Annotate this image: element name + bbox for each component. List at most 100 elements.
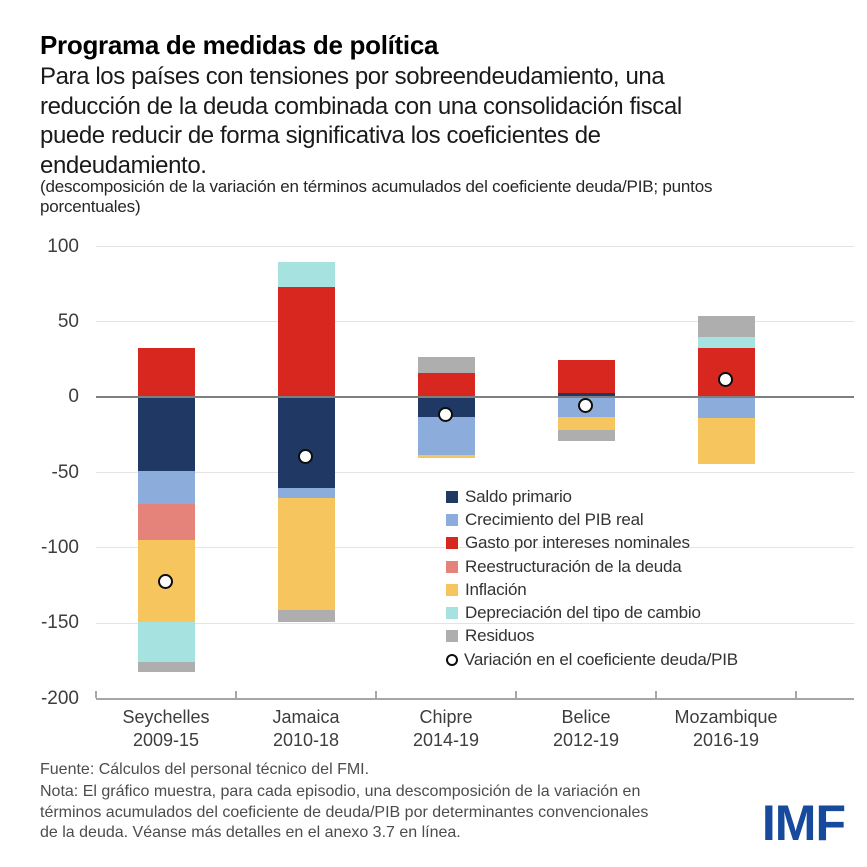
subtitle-line: puede reducir de forma significativa los… [40,122,601,149]
total-change-marker [717,372,733,388]
legend-swatch [446,490,458,503]
category-period: 2010-18 [272,730,340,750]
total-change-marker [157,574,173,590]
legend-item: Depreciación del tipo de cambio [446,601,738,624]
legend-label: Crecimiento del PIB real [465,509,644,529]
bar-segment-mozambique [697,397,755,419]
footer-note-line: términos acumulados del coeficiente de d… [40,803,649,821]
category-period: 2016-19 [692,730,760,750]
y-axis-tick-label: -50 [51,461,79,483]
legend-item: Crecimiento del PIB real [446,508,738,531]
bar-segment-seychelles [137,347,195,398]
bar-segment-seychelles [137,621,195,663]
category-name: Chipre [419,707,473,727]
bar-segment-jamaica [277,609,335,622]
legend-item: Saldo primario [446,485,738,508]
legend-item: Inflación [446,578,738,601]
bar-segment-mozambique [697,337,755,348]
chart-subtitle: Para los países con tensiones por sobree… [40,62,682,180]
category-name: Belice [561,707,611,727]
bar-segment-seychelles [137,504,195,541]
bar-segment-jamaica [277,487,335,499]
bar-segment-chipre [417,356,475,374]
bar-segment-seychelles [137,471,195,505]
bar-segment-jamaica [277,287,335,398]
legend-label: Inflación [465,579,527,599]
total-change-marker [437,407,453,423]
y-axis-tick-label: 50 [57,310,79,332]
legend-swatch [446,560,458,573]
bar-segment-seychelles [137,662,195,672]
legend-label: Depreciación del tipo de cambio [465,603,701,623]
bar-segment-jamaica [277,397,335,488]
total-change-marker [577,398,593,414]
category-label: Chipre 2014-19 [371,706,521,752]
category-period: 2014-19 [412,730,480,750]
gridline [96,472,854,474]
category-label: Jamaica 2010-18 [231,706,381,752]
legend-label: Gasto por intereses nominales [465,533,690,553]
bar-segment-belice [557,416,615,431]
total-change-marker [297,449,313,465]
legend-label: Residuos [465,626,535,646]
x-axis-tick [515,690,517,698]
y-axis-tick-label: -200 [40,687,79,709]
category-period: 2009-15 [132,730,200,750]
bar-segment-chipre [417,416,475,455]
legend-label: Saldo primario [465,486,572,506]
category-name: Jamaica [272,707,340,727]
gridline [96,321,854,323]
zero-line [96,396,854,399]
legend-swatch [446,537,458,550]
bar-segment-jamaica [277,498,335,610]
bar-segment-mozambique [697,418,755,464]
category-name: Seychelles [122,707,210,727]
note-line: (descomposición de la variación en térmi… [40,177,713,196]
note-line: porcentuales) [40,196,141,216]
x-axis-tick [375,690,377,698]
y-axis-tick-label: 0 [68,386,79,408]
bar-segment-belice [557,392,615,398]
imf-logo: IMF [761,795,846,851]
bar-segment-chipre [417,373,475,398]
legend-item: Gasto por intereses nominales [446,532,738,555]
x-axis-tick [235,690,237,698]
legend-swatch [446,583,458,596]
category-name: Mozambique [674,707,778,727]
legend-open-circle-icon [446,653,458,666]
page-title: Programa de medidas de política [40,30,439,60]
footer-note: Nota: El gráfico muestra, para cada epis… [40,782,648,844]
legend-item: Variación en el coeficiente deuda/PIB [446,648,738,671]
legend-swatch [446,630,458,643]
footer-source: Fuente: Cálculos del personal técnico de… [40,761,370,778]
bar-segment-jamaica [277,261,335,288]
legend-item: Residuos [446,625,738,648]
legend-item: Reestructuración de la deuda [446,555,738,578]
bar-segment-chipre [417,454,475,458]
y-axis-tick-label: -100 [40,536,79,558]
subtitle-line: Para los países con tensiones por sobree… [40,63,665,90]
bar-segment-belice [557,430,615,441]
legend-swatch [446,513,458,526]
legend-label: Variación en el coeficiente deuda/PIB [464,649,738,669]
bar-segment-mozambique [697,315,755,338]
chart-legend: Saldo primario Crecimiento del PIB real Ga… [446,485,738,671]
category-label: Seychelles 2009-15 [91,706,241,752]
footer-note-line: de la deuda. Véanse más detalles en el a… [40,824,461,841]
bar-segment-seychelles [137,397,195,472]
y-axis-tick-label: -150 [40,612,79,634]
category-label: Belice 2012-19 [511,706,661,752]
x-axis-tick [795,690,797,698]
x-axis-tick [95,690,97,698]
subtitle-line: reducción de la deuda combinada con una … [40,92,682,120]
gridline [96,622,854,624]
category-label: Mozambique 2016-19 [651,706,801,752]
x-axis-line [96,697,854,700]
footer-note-line: Nota: El gráfico muestra, para cada epis… [40,783,641,800]
gridline [96,547,854,549]
category-period: 2012-19 [552,730,620,750]
chart-units-note: (descomposición de la variación en térmi… [40,177,712,216]
legend-label: Reestructuración de la deuda [465,556,682,576]
